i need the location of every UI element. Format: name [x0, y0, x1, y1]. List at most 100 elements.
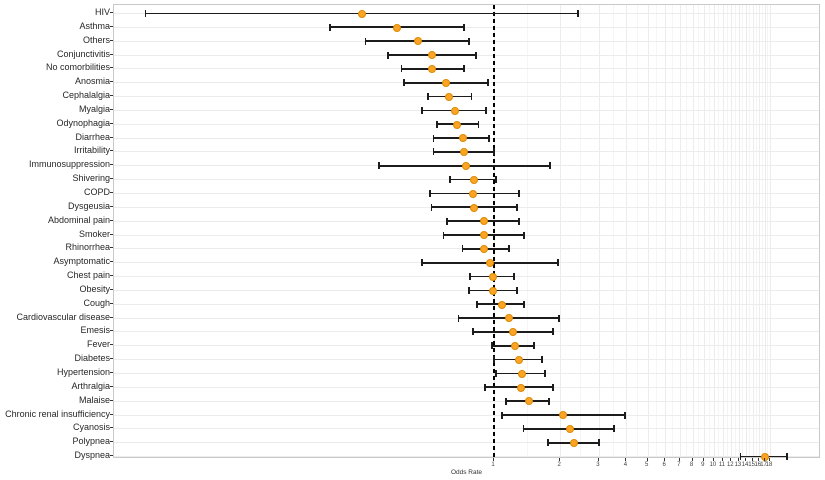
y-axis-label: Chest pain: [66, 270, 110, 281]
error-bar-cap-high: [518, 189, 520, 197]
y-axis-tick: [110, 427, 113, 429]
error-bar-cap-low: [484, 383, 486, 391]
y-axis-tick: [110, 247, 113, 249]
reference-line: [493, 5, 495, 457]
odds-ratio-point: [480, 217, 489, 226]
x-axis-tick: [721, 458, 723, 461]
major-gridline-h: [114, 414, 819, 416]
major-gridline-h: [114, 400, 819, 402]
odds-ratio-point: [427, 65, 436, 74]
x-axis-tick-label: 14: [741, 462, 749, 468]
odds-ratio-point: [559, 411, 568, 420]
error-bar-cap-low: [469, 273, 472, 281]
major-gridline-h: [114, 428, 819, 430]
major-gridline-v: [731, 5, 733, 457]
y-axis-label: Obesity: [79, 283, 110, 294]
error-bar-cap-low: [430, 203, 433, 211]
y-axis-label: No comorbilities: [45, 62, 110, 73]
x-axis-tick: [597, 458, 599, 461]
error-bar-cap-high: [558, 314, 561, 322]
odds-ratio-point: [460, 148, 469, 157]
x-axis-tick: [625, 458, 627, 461]
error-bar-cap-low: [436, 120, 438, 128]
y-axis-tick: [110, 441, 113, 443]
y-axis-label: Anosmia: [74, 76, 110, 87]
x-axis-tick-label: 10: [709, 462, 717, 468]
minor-gridline: [742, 5, 744, 457]
error-bar-cap-high: [487, 79, 489, 87]
error-bar-cap-low: [495, 369, 497, 377]
odds-ratio-point: [480, 231, 489, 240]
major-gridline-h: [114, 26, 819, 28]
x-axis-title: Odds Rate: [450, 469, 483, 476]
y-axis-label: Fever: [86, 339, 110, 350]
x-axis-tick-label: 2: [557, 462, 561, 468]
odds-ratio-point: [470, 175, 479, 184]
y-axis-label: Cyanosis: [72, 422, 110, 433]
odds-ratio-point: [392, 23, 401, 32]
y-axis-tick: [110, 122, 113, 124]
minor-gridline: [686, 5, 688, 457]
major-gridline-h: [114, 372, 819, 374]
y-axis-tick: [110, 233, 113, 235]
error-bar-cap-low: [739, 453, 742, 461]
error-bar-cap-high: [468, 37, 470, 45]
error-bar-cap-low: [449, 176, 451, 184]
x-axis-tick-label: 7: [677, 462, 681, 468]
minor-gridline: [708, 5, 710, 457]
major-gridline-h: [114, 68, 819, 70]
x-axis-tick-label: 3: [596, 462, 600, 468]
minor-gridline: [761, 5, 763, 457]
error-bar-cap-low: [144, 10, 147, 17]
y-axis-label: Cardiovascular disease: [16, 311, 110, 322]
odds-ratio-point: [517, 369, 526, 378]
y-axis-label: COPD: [83, 186, 110, 197]
y-axis-label: Asymptomatic: [53, 256, 110, 267]
error-bar-cap-high: [488, 134, 490, 142]
y-axis-label: Chronic renal insufficiency: [5, 408, 110, 419]
y-axis-label: Irritability: [73, 145, 110, 156]
y-axis-tick: [110, 358, 113, 360]
y-axis-tick: [110, 95, 113, 97]
y-axis-label: Diabetes: [74, 353, 110, 364]
odds-ratio-point: [480, 245, 489, 254]
y-axis-label: Dysgeusia: [67, 200, 110, 211]
x-axis-tick: [691, 458, 693, 461]
error-bar-cap-low: [468, 286, 470, 294]
error-bar-cap-high: [515, 286, 518, 294]
error-bar-cap-low: [493, 356, 495, 364]
x-axis-tick-label: 4: [623, 462, 628, 468]
y-axis-tick: [110, 53, 113, 55]
y-axis-tick: [110, 136, 113, 138]
major-gridline-v: [626, 5, 628, 457]
minor-gridline: [735, 5, 737, 457]
error-bar-cap-low: [504, 397, 507, 405]
error-bar-cap-low: [387, 51, 389, 59]
minor-gridline: [727, 5, 729, 457]
odds-ratio-point: [509, 328, 518, 337]
x-axis-tick-label: 1: [491, 462, 495, 468]
x-axis-tick: [678, 458, 680, 461]
y-axis-label: Myalgia: [78, 103, 110, 114]
y-axis-tick: [110, 399, 113, 401]
odds-ratio-point: [458, 134, 467, 143]
y-axis-label: Immunosuppression: [28, 159, 110, 170]
y-axis-tick: [110, 330, 113, 332]
major-gridline-v: [647, 5, 649, 457]
odds-ratio-point: [468, 189, 477, 198]
error-bar-cap-low: [547, 439, 549, 447]
x-axis-tick: [664, 458, 666, 461]
y-axis-tick: [110, 108, 113, 110]
major-gridline-v: [703, 5, 705, 457]
error-bar-cap-high: [515, 203, 518, 211]
minor-gridline: [612, 5, 614, 457]
major-gridline-h: [114, 303, 819, 305]
y-axis-tick: [110, 302, 113, 304]
error-bar-cap-low: [421, 259, 423, 267]
error-bar-cap-high: [598, 439, 600, 447]
error-bar-cap-high: [556, 259, 559, 267]
y-axis-tick: [110, 261, 113, 263]
x-axis-tick-label: 9: [701, 462, 705, 468]
major-gridline-h: [114, 331, 819, 333]
